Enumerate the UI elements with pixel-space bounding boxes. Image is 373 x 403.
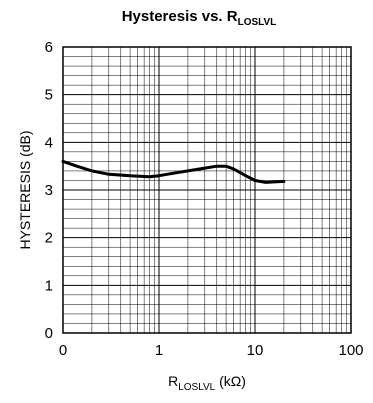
chart-title: Hysteresis vs. RLOSLVL <box>122 8 277 28</box>
y-tick-labels: 0 1 2 3 4 5 6 <box>45 39 53 342</box>
x-axis-label-subscript: LOSLVL <box>178 382 215 393</box>
x-axis-label-unit: (kΩ) <box>215 373 246 389</box>
x-tick-label: 100 <box>338 342 363 359</box>
chart-title-subscript: LOSLVL <box>238 17 277 28</box>
y-tick-label: 3 <box>45 182 53 199</box>
y-tick-label: 4 <box>45 134 53 151</box>
grid <box>62 46 351 334</box>
plot-frame <box>62 46 352 334</box>
y-axis-label: HYSTERESIS (dB) <box>17 130 33 249</box>
chart-title-main: Hysteresis vs. R <box>122 8 238 25</box>
x-tick-label: 1 <box>155 342 163 359</box>
x-tick-label: 10 <box>247 342 264 359</box>
hysteresis-curve <box>61 159 286 184</box>
y-tick-label: 5 <box>45 87 53 104</box>
x-axis-label: RLOSLVL (kΩ) <box>168 373 246 393</box>
x-axis-label-main: R <box>168 373 178 389</box>
x-tick-labels: 0 1 10 100 <box>59 342 364 359</box>
x-tick-label: 0 <box>59 342 67 359</box>
y-tick-label: 1 <box>45 277 53 294</box>
y-tick-label: 6 <box>45 39 53 56</box>
y-tick-label: 2 <box>45 230 53 247</box>
y-tick-label: 0 <box>45 325 53 342</box>
